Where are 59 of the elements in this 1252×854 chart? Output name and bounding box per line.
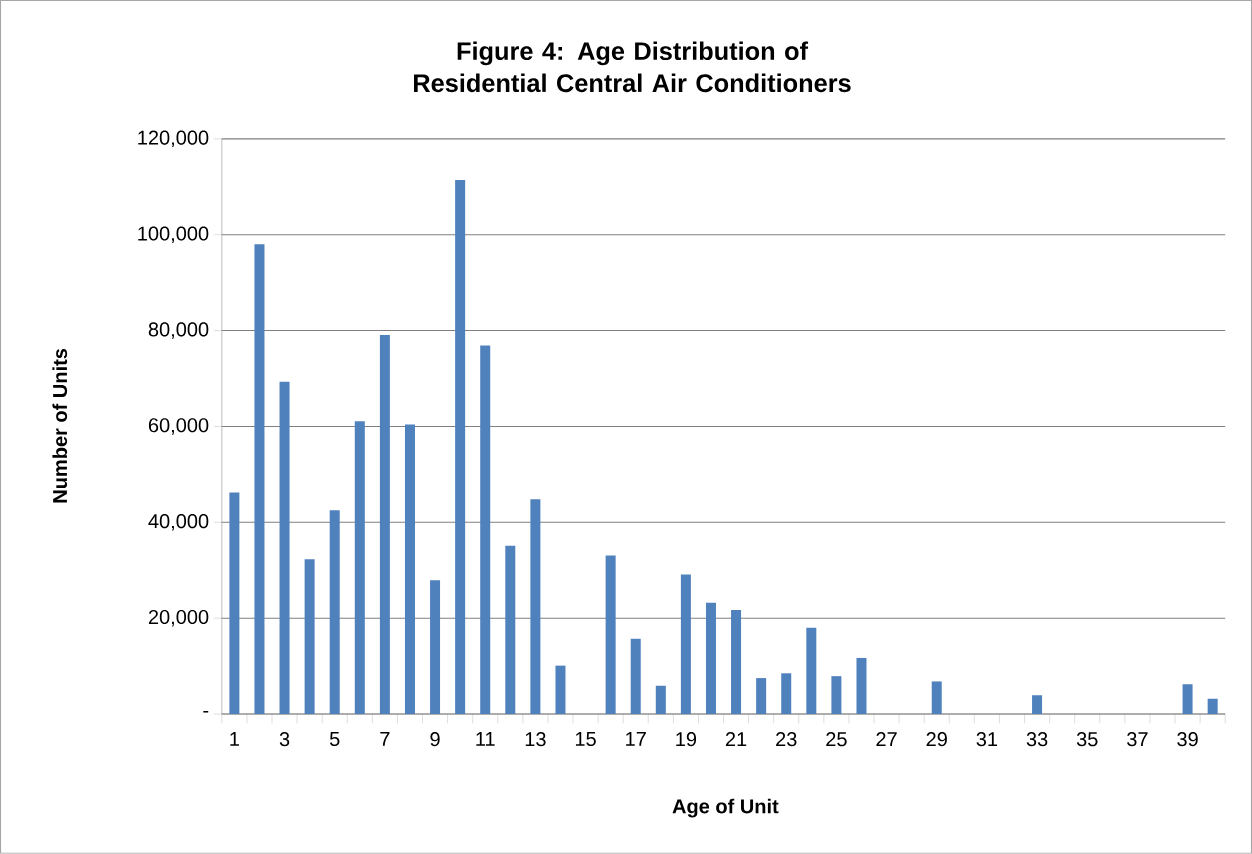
x-tick-label: 17	[626, 732, 646, 746]
bar	[856, 658, 867, 715]
y-tick-label: -	[203, 711, 209, 713]
x-tick-label: 39	[1177, 732, 1198, 747]
bar	[379, 334, 390, 715]
bar	[430, 580, 441, 715]
bar	[1182, 684, 1193, 715]
bar	[279, 381, 290, 715]
y-axis-title: Number of Units	[52, 349, 68, 503]
y-tick-label: 120,000	[138, 130, 209, 148]
bar	[1207, 698, 1218, 715]
bar	[806, 627, 817, 715]
bar	[605, 555, 616, 715]
x-tick-label: 35	[1076, 732, 1098, 747]
bar	[254, 244, 265, 715]
bar	[555, 665, 566, 715]
x-tick-label: 9	[430, 732, 440, 747]
bar	[1032, 695, 1043, 715]
x-tick-label: 27	[876, 732, 897, 747]
x-tick-label: 31	[976, 732, 998, 747]
x-tick-label: 15	[575, 732, 596, 747]
bar	[404, 424, 415, 715]
x-tick-label: 13	[525, 732, 546, 747]
x-tick-label: 33	[1026, 732, 1048, 747]
bar	[229, 492, 240, 715]
x-tick-label: 37	[1127, 732, 1148, 747]
y-tick-label: 60,000	[148, 418, 209, 435]
y-tick-label: 80,000	[148, 322, 209, 339]
y-tick-label: 40,000	[148, 514, 209, 531]
bar	[781, 673, 792, 715]
bar	[480, 345, 491, 715]
bar	[505, 545, 516, 715]
x-tick-label: 21	[725, 732, 747, 747]
x-tick-label: 29	[926, 732, 947, 747]
y-tick-label: 20,000	[148, 609, 209, 627]
x-tick-label: 1	[230, 732, 239, 746]
bar	[655, 685, 666, 715]
bar	[705, 602, 716, 715]
y-tick-label: 100,000	[138, 226, 209, 244]
x-axis-title: Age of Unit	[672, 798, 779, 818]
bar	[831, 676, 842, 715]
bar	[455, 180, 466, 715]
bar	[530, 499, 541, 715]
bar	[304, 559, 315, 715]
x-tick-label: 23	[776, 732, 797, 747]
bar	[630, 638, 641, 715]
bar	[680, 574, 691, 715]
x-tick-label: 3	[279, 732, 290, 747]
x-tick-label: 7	[380, 732, 390, 746]
bar	[931, 681, 942, 715]
bar	[354, 421, 365, 715]
x-tick-label: 25	[826, 732, 847, 747]
x-tick-label: 19	[676, 732, 697, 747]
chart-title: Figure 4: Age Distribution of Residential Central Air Conditioners	[414, 41, 851, 93]
x-tick-label: 5	[329, 732, 340, 747]
bar	[329, 510, 340, 715]
bar	[756, 678, 767, 715]
x-tick-label: 11	[476, 732, 495, 746]
bar	[731, 610, 742, 715]
